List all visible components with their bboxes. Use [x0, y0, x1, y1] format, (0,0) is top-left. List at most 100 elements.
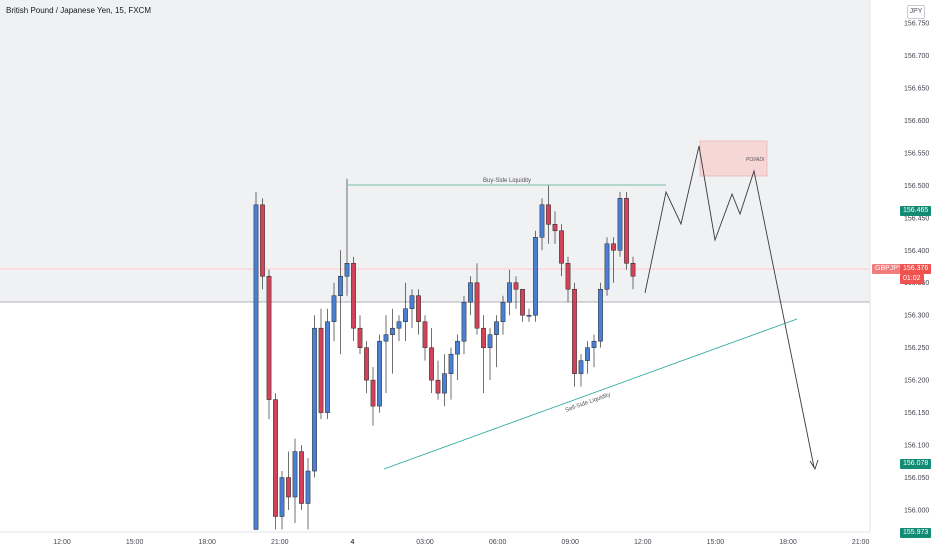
- price-tick-label: 156.100: [904, 443, 929, 450]
- current-price-tag: 156.376: [900, 264, 932, 274]
- price-tick-label: 156.500: [904, 183, 929, 190]
- bearish-candle[interactable]: [273, 399, 278, 517]
- price-tick-label: 156.400: [904, 248, 929, 255]
- bullish-candle[interactable]: [292, 451, 298, 498]
- bearish-candle[interactable]: [370, 379, 376, 407]
- time-tick-label: 12:00: [634, 539, 652, 546]
- sell-side-liquidity-line[interactable]: [383, 318, 798, 470]
- price-tick-label: 156.450: [904, 215, 929, 222]
- bearish-candle[interactable]: [416, 295, 421, 322]
- bullish-candle[interactable]: [507, 282, 512, 303]
- bearish-candle[interactable]: [266, 275, 272, 400]
- bullish-candle[interactable]: [325, 321, 330, 413]
- time-tick-label: 15:00: [707, 539, 725, 546]
- bearish-candle[interactable]: [286, 477, 291, 498]
- bullish-candle[interactable]: [578, 360, 584, 374]
- bullish-candle[interactable]: [468, 282, 473, 303]
- bullish-candle[interactable]: [526, 314, 532, 317]
- bearish-candle[interactable]: [422, 321, 428, 348]
- bullish-candle[interactable]: [591, 340, 597, 348]
- bullish-candle[interactable]: [461, 301, 467, 342]
- bearish-candle[interactable]: [559, 230, 564, 264]
- time-tick-label: 21:00: [271, 539, 289, 546]
- bearish-candle[interactable]: [630, 263, 636, 277]
- symbol-tag: GBPJPY: [872, 264, 906, 274]
- bearish-candle[interactable]: [624, 198, 629, 264]
- price-tick-label: 156.600: [904, 118, 929, 125]
- time-tick-label: 03:00: [416, 539, 434, 546]
- bullish-candle[interactable]: [390, 327, 395, 335]
- bullish-candle[interactable]: [500, 301, 506, 322]
- bullish-candle[interactable]: [409, 295, 415, 309]
- projection-arrowhead: [809, 459, 819, 471]
- bullish-candle[interactable]: [533, 237, 538, 316]
- bearish-candle[interactable]: [429, 347, 434, 381]
- time-tick-label: 06:00: [489, 539, 507, 546]
- bullish-candle[interactable]: [539, 204, 545, 238]
- bullish-candle[interactable]: [312, 327, 317, 472]
- bearish-candle[interactable]: [513, 282, 519, 290]
- bearish-candle[interactable]: [520, 288, 525, 316]
- bearish-candle[interactable]: [364, 347, 369, 381]
- bearish-candle[interactable]: [435, 379, 441, 394]
- time-axis[interactable]: 12:00 15:00 18:00 21:00 4 03:00 06:00 09:00 12:0…: [53, 539, 869, 546]
- bearish-candle[interactable]: [572, 288, 577, 374]
- price-tick-label: 156.700: [904, 53, 929, 60]
- price-tick-label: 156.550: [904, 150, 929, 157]
- time-tick-label: 4: [350, 539, 354, 546]
- bullish-candle[interactable]: [396, 321, 402, 329]
- bullish-candle[interactable]: [331, 295, 337, 322]
- time-tick-label: 18:00: [198, 539, 216, 546]
- bearish-candle[interactable]: [474, 282, 480, 329]
- price-tick-label: 156.250: [904, 345, 929, 352]
- bullish-candle[interactable]: [494, 321, 499, 335]
- time-tick-label: 15:00: [126, 539, 144, 546]
- time-tick-label: 18:00: [779, 539, 797, 546]
- bullish-candle[interactable]: [604, 243, 610, 290]
- price-tick-label: 156.200: [904, 378, 929, 385]
- bullish-candle[interactable]: [598, 288, 603, 342]
- bearish-candle[interactable]: [565, 263, 571, 290]
- bullish-candle[interactable]: [585, 347, 590, 361]
- bullish-candle[interactable]: [442, 373, 447, 394]
- bullish-candle[interactable]: [344, 263, 350, 277]
- bullish-candle[interactable]: [253, 204, 259, 530]
- price-tick-label: 156.150: [904, 410, 929, 417]
- bullish-candle[interactable]: [448, 353, 454, 374]
- bearish-candle[interactable]: [299, 451, 304, 504]
- bullish-candle[interactable]: [403, 308, 408, 322]
- time-tick-label: 21:00: [852, 539, 870, 546]
- poi-label: POI/ADI: [746, 157, 765, 163]
- bottom-partial-tag: 155.973: [900, 528, 932, 538]
- chart-title: British Pound / Japanese Yen, 15, FXCM: [6, 6, 151, 15]
- lower-level-tag: 156.078: [900, 459, 932, 469]
- bullish-candle[interactable]: [617, 198, 623, 251]
- bullish-candle[interactable]: [383, 334, 389, 342]
- bearish-candle[interactable]: [357, 327, 363, 348]
- price-tick-label: 156.050: [904, 475, 929, 482]
- price-tick-label: 156.000: [904, 508, 929, 515]
- price-tick-label: 156.750: [904, 21, 929, 28]
- bearish-candle[interactable]: [481, 327, 486, 348]
- bullish-candle[interactable]: [279, 477, 285, 517]
- bearish-candle[interactable]: [260, 204, 265, 277]
- price-tick-label: 156.650: [904, 85, 929, 92]
- candles-group: [253, 178, 636, 530]
- bearish-candle[interactable]: [546, 204, 551, 225]
- bearish-candle[interactable]: [351, 263, 356, 329]
- buy-side-liquidity-label: Buy-Side Liquidity: [483, 178, 531, 184]
- projection-path[interactable]: [644, 145, 815, 468]
- upper-level-tag: 156.465: [900, 206, 932, 216]
- bearish-candle[interactable]: [318, 327, 324, 413]
- bullish-candle[interactable]: [338, 275, 343, 296]
- bullish-candle[interactable]: [305, 470, 311, 504]
- poi-zone: [699, 140, 768, 177]
- bullish-candle[interactable]: [377, 340, 382, 407]
- bearish-candle[interactable]: [611, 243, 616, 251]
- bearish-candle[interactable]: [552, 224, 558, 232]
- bullish-candle[interactable]: [455, 340, 460, 355]
- currency-button[interactable]: JPY: [907, 5, 925, 19]
- time-tick-label: 12:00: [53, 539, 71, 546]
- bullish-candle[interactable]: [487, 334, 493, 348]
